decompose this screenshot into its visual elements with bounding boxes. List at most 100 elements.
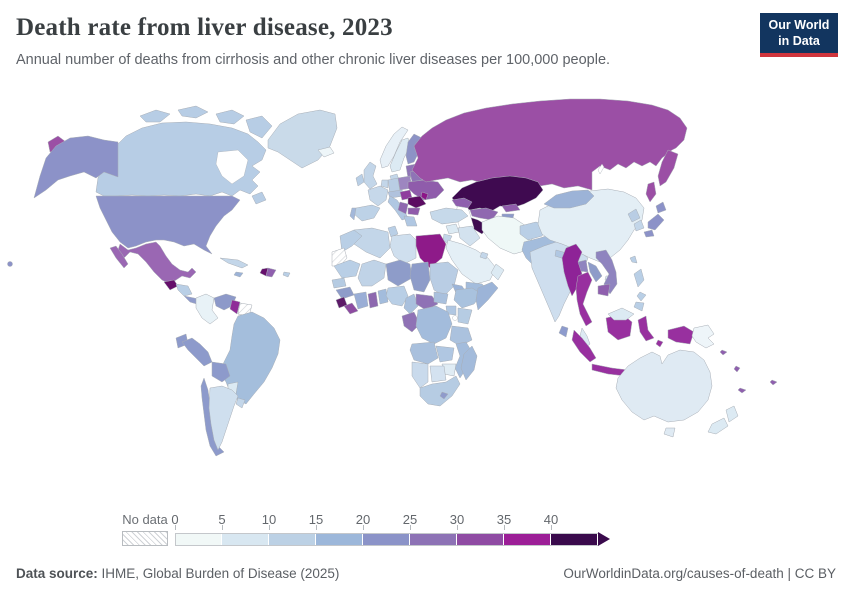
country-ivory-coast[interactable] — [353, 291, 369, 310]
country-ethiopia[interactable] — [453, 287, 483, 309]
country-indonesia-sulawesi[interactable] — [637, 315, 655, 342]
country-canada[interactable] — [95, 121, 267, 197]
country-canada-arctic-islands[interactable] — [215, 109, 245, 125]
country-malaysia-borneo[interactable] — [607, 307, 635, 321]
country-chad[interactable] — [409, 261, 431, 293]
country-syria[interactable] — [445, 223, 460, 235]
country-portugal[interactable] — [349, 207, 357, 221]
country-indonesia-papua[interactable] — [667, 325, 695, 345]
country-honduras-nicaragua[interactable] — [175, 283, 193, 297]
country-benelux[interactable] — [380, 179, 389, 189]
country-spain[interactable] — [353, 204, 381, 222]
country-brazil[interactable] — [219, 311, 281, 405]
country-sri-lanka[interactable] — [558, 325, 569, 338]
legend-bin-5[interactable] — [222, 533, 269, 546]
country-bolivia[interactable] — [211, 361, 231, 383]
country-solomon-islands[interactable] — [719, 349, 728, 356]
country-mexico[interactable] — [117, 241, 197, 285]
country-russia-sakhalin[interactable] — [645, 181, 657, 203]
no-data-swatch[interactable] — [122, 531, 168, 546]
country-iceland[interactable] — [317, 146, 335, 158]
country-madagascar[interactable] — [460, 345, 478, 381]
country-new-zealand[interactable] — [707, 417, 729, 435]
country-indonesia-sumatra[interactable] — [571, 329, 597, 363]
legend-bin-25[interactable] — [410, 533, 457, 546]
country-vanuatu[interactable] — [733, 365, 741, 373]
country-guinea[interactable] — [335, 286, 355, 300]
legend-bin-20[interactable] — [363, 533, 410, 546]
country-cameroon[interactable] — [403, 293, 419, 315]
country-angola[interactable] — [409, 341, 439, 365]
country-gabon-congo[interactable] — [401, 311, 421, 333]
legend-bin-0[interactable] — [175, 533, 222, 546]
country-puerto-rico[interactable] — [282, 271, 291, 278]
country-usa-alaska[interactable] — [33, 135, 119, 199]
country-greece[interactable] — [403, 215, 418, 227]
country-colombia[interactable] — [195, 293, 219, 325]
country-lesotho[interactable] — [439, 391, 449, 400]
country-new-zealand[interactable] — [725, 405, 739, 423]
country-canada-newfoundland[interactable] — [251, 191, 267, 205]
country-kenya[interactable] — [457, 307, 473, 325]
country-kazakhstan[interactable] — [451, 175, 544, 213]
country-russia-kamchatka[interactable] — [657, 149, 679, 187]
country-vietnam[interactable] — [595, 249, 618, 295]
country-usa-hawaii[interactable] — [7, 261, 13, 267]
owid-logo[interactable]: Our World in Data — [760, 13, 838, 58]
country-uruguay[interactable] — [235, 397, 246, 409]
country-new-caledonia[interactable] — [737, 387, 747, 394]
country-japan[interactable] — [647, 213, 665, 231]
country-kyrgyzstan[interactable] — [501, 203, 521, 213]
country-cambodia[interactable] — [597, 283, 611, 297]
country-sudan[interactable] — [429, 261, 459, 297]
legend-bin-10[interactable] — [269, 533, 316, 546]
country-libya[interactable] — [389, 233, 417, 265]
license-label[interactable]: CC BY — [794, 566, 836, 581]
country-bulgaria[interactable] — [407, 207, 421, 216]
country-tunisia[interactable] — [387, 225, 399, 238]
country-togo-benin[interactable] — [377, 288, 389, 305]
country-mongolia[interactable] — [543, 189, 595, 209]
country-somalia[interactable] — [475, 281, 499, 311]
country-gulf-states[interactable] — [479, 251, 489, 260]
legend-bin-30[interactable] — [457, 533, 504, 546]
country-dominican-republic[interactable] — [265, 267, 277, 278]
country-ghana[interactable] — [367, 291, 379, 309]
country-argentina[interactable] — [208, 385, 239, 451]
country-taiwan[interactable] — [629, 255, 638, 264]
country-oman[interactable] — [490, 263, 505, 281]
country-drc[interactable] — [415, 305, 453, 345]
country-greenland[interactable] — [267, 109, 338, 169]
country-papua-new-guinea[interactable] — [691, 324, 715, 349]
country-mauritania[interactable] — [333, 259, 361, 279]
country-south-africa[interactable] — [419, 375, 461, 407]
country-canada-arctic-islands[interactable] — [177, 105, 209, 119]
legend-bin-15[interactable] — [316, 533, 363, 546]
country-mali[interactable] — [357, 259, 387, 287]
country-romania[interactable] — [407, 195, 427, 209]
country-norway[interactable] — [379, 126, 409, 169]
country-south-sudan[interactable] — [433, 291, 449, 305]
country-senegal[interactable] — [331, 277, 347, 289]
country-turkey[interactable] — [429, 207, 469, 225]
country-jamaica[interactable] — [233, 271, 244, 278]
legend-no-data[interactable]: No data — [122, 512, 168, 546]
legend-bin-35[interactable] — [504, 533, 551, 546]
country-balkans[interactable] — [397, 201, 409, 215]
country-japan[interactable] — [643, 229, 655, 238]
country-philippines[interactable] — [636, 291, 647, 302]
country-western-sahara-nodata[interactable] — [331, 247, 348, 267]
country-zambia[interactable] — [435, 345, 455, 363]
country-fiji[interactable] — [769, 379, 778, 386]
country-laos[interactable] — [587, 261, 603, 283]
country-japan[interactable] — [655, 201, 667, 214]
country-france[interactable] — [367, 185, 389, 207]
country-iraq[interactable] — [457, 225, 481, 247]
country-namibia[interactable] — [411, 361, 429, 389]
legend-bin-40[interactable] — [551, 533, 598, 546]
country-cuba[interactable] — [219, 257, 249, 269]
country-north-korea[interactable] — [627, 208, 641, 223]
country-mexico-baja[interactable] — [109, 245, 129, 269]
country-south-korea[interactable] — [633, 219, 645, 232]
country-canada-arctic-islands[interactable] — [139, 109, 171, 123]
